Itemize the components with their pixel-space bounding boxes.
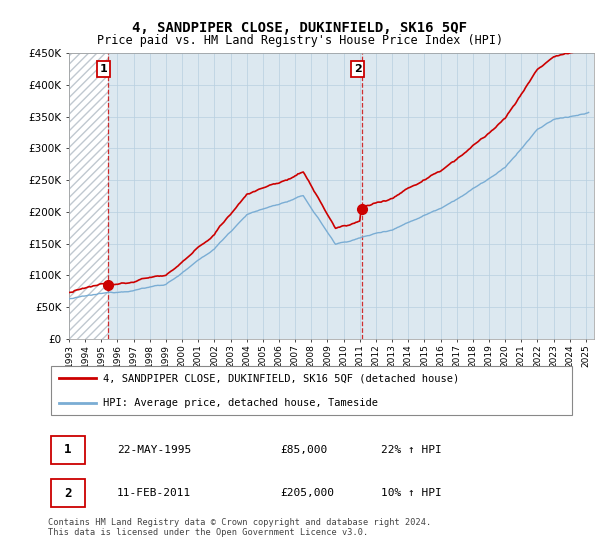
Text: Contains HM Land Registry data © Crown copyright and database right 2024.
This d: Contains HM Land Registry data © Crown c… [48,518,431,538]
Text: 1: 1 [64,444,72,456]
Text: 22-MAY-1995: 22-MAY-1995 [116,445,191,455]
FancyBboxPatch shape [50,366,572,415]
Text: Price paid vs. HM Land Registry's House Price Index (HPI): Price paid vs. HM Land Registry's House … [97,34,503,46]
Text: 2: 2 [64,487,72,500]
Text: £85,000: £85,000 [280,445,328,455]
Text: 4, SANDPIPER CLOSE, DUKINFIELD, SK16 5QF (detached house): 4, SANDPIPER CLOSE, DUKINFIELD, SK16 5QF… [103,374,460,384]
Bar [69,53,107,339]
Text: 22% ↑ HPI: 22% ↑ HPI [380,445,442,455]
FancyBboxPatch shape [50,479,85,507]
Text: £205,000: £205,000 [280,488,334,498]
Text: 11-FEB-2011: 11-FEB-2011 [116,488,191,498]
Text: 1: 1 [100,64,107,74]
Text: 4, SANDPIPER CLOSE, DUKINFIELD, SK16 5QF: 4, SANDPIPER CLOSE, DUKINFIELD, SK16 5QF [133,21,467,35]
Text: 2: 2 [353,64,361,74]
Text: 10% ↑ HPI: 10% ↑ HPI [380,488,442,498]
Text: HPI: Average price, detached house, Tameside: HPI: Average price, detached house, Tame… [103,398,379,408]
FancyBboxPatch shape [50,436,85,464]
